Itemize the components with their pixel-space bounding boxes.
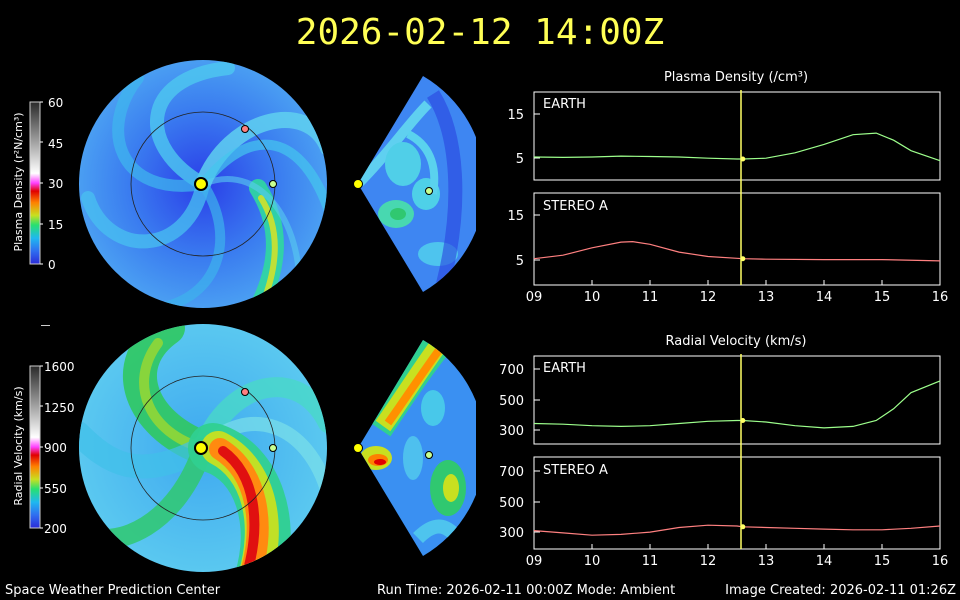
density-colorbar-tick: 15 (48, 218, 63, 232)
y-tick-label: 500 (499, 496, 524, 511)
velocity-colorbar-tick: 200 (44, 522, 67, 536)
velocity-colorbar-tick: 1250 (44, 401, 75, 415)
x-tick-label: 11 (642, 290, 659, 305)
x-tick-label: 10 (584, 290, 601, 305)
x-tick-label: 15 (874, 290, 891, 305)
velocity-stereo-series (533, 524, 941, 536)
y-tick-label: 5 (516, 152, 524, 167)
y-tick-label: 15 (507, 209, 524, 224)
earth-marker-icon (425, 187, 433, 195)
x-tick-label: 13 (758, 554, 775, 568)
stereo-a-marker-icon (241, 388, 249, 396)
density-stereo-series-current-point (740, 256, 746, 262)
velocity-colorbar-gradient (29, 365, 41, 529)
y-tick-label: 500 (499, 394, 524, 409)
velocity-stereo-frame (533, 456, 941, 550)
velocity-colorbar-tick: 550 (44, 482, 67, 496)
x-tick-label: 09 (526, 290, 543, 305)
velocity-earth-label: EARTH (543, 361, 586, 376)
density-colorbar-tick: 60 (48, 96, 63, 110)
density-earth-series-current-point (740, 156, 746, 162)
velocity-plot-title: Radial Velocity (km/s) (665, 334, 807, 349)
density-earth-series (533, 132, 941, 162)
x-tick-label: 11 (642, 554, 659, 568)
density-earth-frame (533, 91, 941, 181)
density-stereo-series (533, 240, 941, 262)
density-x-axis: 09 10 11 12 13 14 15 16 (526, 290, 949, 305)
y-tick-label: 700 (499, 363, 524, 378)
velocity-earth-frame (533, 355, 941, 445)
separator-dash (41, 325, 50, 326)
x-tick-label: 14 (816, 290, 833, 305)
y-tick-label: 300 (499, 526, 524, 541)
x-tick-label: 12 (700, 554, 717, 568)
density-colorbar-tick: 45 (48, 137, 63, 151)
sun-marker-icon (353, 179, 363, 189)
density-side-wedge (353, 76, 476, 292)
x-tick-label: 10 (584, 554, 601, 568)
stereo-a-marker-icon (241, 125, 249, 133)
density-colorbar-tick: 0 (48, 258, 56, 272)
velocity-colorbar-tick: 1600 (44, 360, 75, 374)
x-tick-label: 14 (816, 554, 833, 568)
y-tick-label: 700 (499, 465, 524, 480)
density-colorbar: Plasma Density (r²N/cm³) 60 45 30 15 0 (12, 96, 63, 272)
velocity-earth-series-current-point (740, 418, 746, 423)
density-stereo-label: STEREO A (543, 199, 608, 214)
density-earth-label: EARTH (543, 97, 586, 112)
footer-agency: Space Weather Prediction Center (5, 583, 221, 598)
density-colorbar-label: Plasma Density (r²N/cm³) (12, 112, 25, 251)
x-tick-label: 16 (932, 290, 949, 305)
velocity-colorbar: Radial Velocity (km/s) 1600 1250 900 550… (12, 360, 75, 536)
density-colorbar-gradient (29, 101, 41, 265)
velocity-x-axis: 09 10 11 12 13 14 15 16 (526, 554, 949, 568)
density-polar-map (79, 60, 327, 308)
y-tick-label: 15 (507, 108, 524, 123)
forecast-datetime-title: 2026-02-12 14:00Z (295, 12, 665, 53)
velocity-colorbar-tick: 900 (44, 441, 67, 455)
y-tick-label: 300 (499, 424, 524, 439)
density-stereo-frame (533, 192, 941, 286)
footer-image-created: Image Created: 2026-02-11 01:26Z (725, 583, 956, 598)
x-tick-label: 13 (758, 290, 775, 305)
x-tick-label: 09 (526, 554, 543, 568)
velocity-earth-series (533, 380, 941, 429)
earth-marker-icon (269, 180, 277, 188)
velocity-side-wedge (353, 340, 476, 556)
x-tick-label: 12 (700, 290, 717, 305)
x-tick-label: 15 (874, 554, 891, 568)
velocity-stereo-series-current-point (740, 524, 746, 530)
velocity-colorbar-label: Radial Velocity (km/s) (12, 386, 25, 505)
time-series-plots: EARTH STEREO A EARTH STEREO A 15 5 15 5 … (499, 90, 949, 568)
y-tick-label: 5 (516, 254, 524, 269)
density-plot-title: Plasma Density (/cm³) (663, 70, 809, 85)
sun-marker-icon (353, 443, 363, 453)
footer-run-time: Run Time: 2026-02-11 00:00Z Mode: Ambien… (377, 583, 676, 598)
sun-marker-icon (194, 177, 208, 191)
velocity-polar-map (79, 324, 327, 572)
velocity-stereo-label: STEREO A (543, 463, 608, 478)
earth-marker-icon (269, 444, 277, 452)
earth-marker-icon (425, 451, 433, 459)
x-tick-label: 16 (932, 554, 949, 568)
density-colorbar-tick: 30 (48, 177, 63, 191)
sun-marker-icon (194, 441, 208, 455)
